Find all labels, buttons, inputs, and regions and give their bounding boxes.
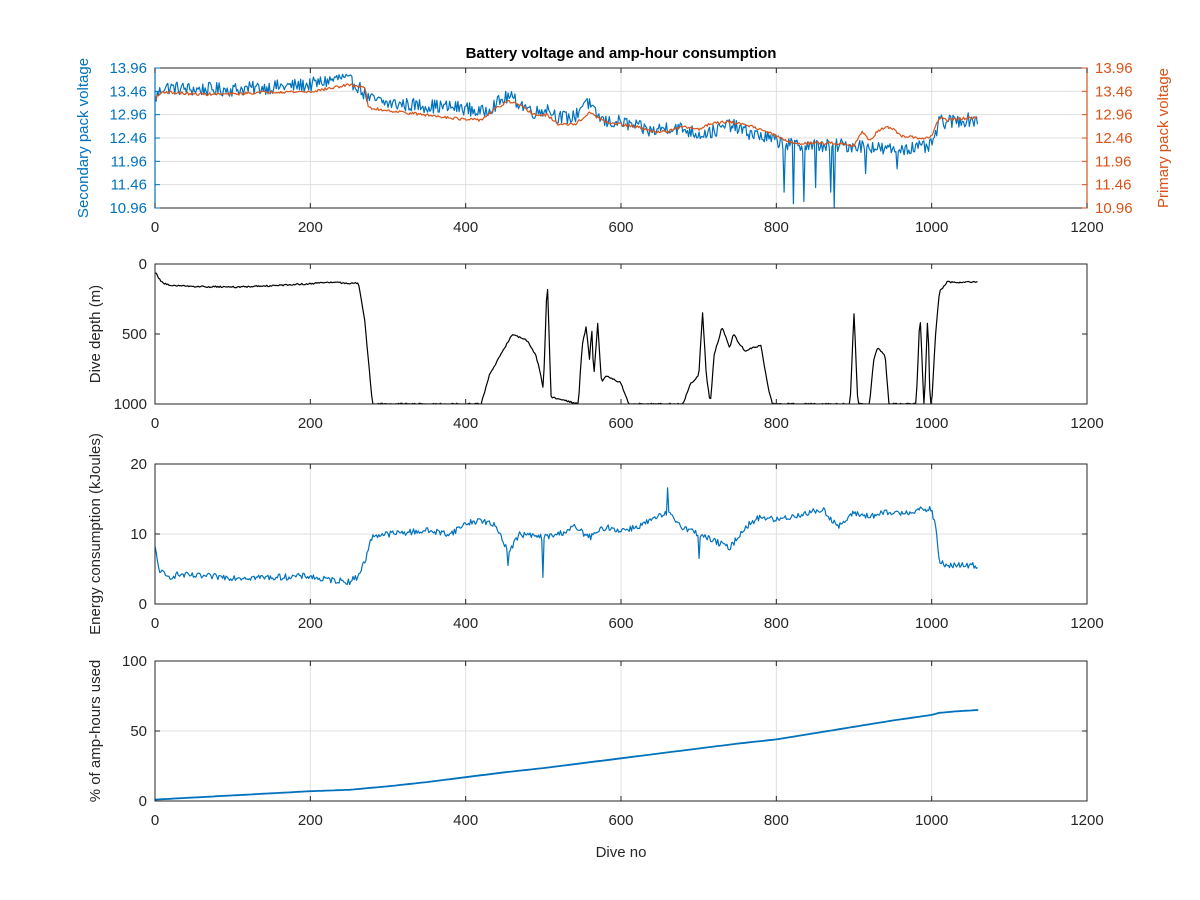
voltage-panel: 0 200 400 600 800 1000 1200 10.96 10.96 11.46 11.4… — [75, 45, 1172, 236]
y-tick-label: 0 — [139, 596, 147, 613]
x-tick-label: 600 — [608, 615, 633, 632]
y-tick-label: 10.96 — [109, 200, 147, 217]
depth-axes: 0 200 400 600 800 1000 1200 0 500 1000 — [114, 256, 1104, 432]
x-tick-label: 1200 — [1070, 219, 1103, 236]
y-tick-label: 0 — [139, 256, 147, 273]
x-tick-label: 1000 — [915, 219, 948, 236]
amphours-panel: 0 200 400 600 800 1000 1200 0 50 100 % of amp-hou… — [87, 653, 1104, 861]
y-tick-label: 50 — [130, 723, 147, 740]
x-tick-label: 1000 — [915, 812, 948, 829]
depth-plot-area — [155, 272, 978, 404]
amphours-axes: 0 200 400 600 800 1000 1200 0 50 100 — [122, 653, 1104, 829]
y-tick-label: 11.46 — [111, 177, 147, 194]
y-tick-label: 11.96 — [111, 153, 147, 170]
dive-depth-axis-label: Dive depth (m) — [87, 285, 104, 383]
y-tick-label: 1000 — [114, 396, 147, 413]
voltage-axes: 0 200 400 600 800 1000 1200 10.96 10.96 11.46 11.4… — [109, 60, 1132, 236]
x-tick-label: 800 — [764, 219, 789, 236]
x-tick-label: 400 — [453, 415, 478, 432]
energy-axis-label: Energy consumption (kJoules) — [87, 433, 104, 635]
x-tick-label: 0 — [151, 219, 159, 236]
voltage-chart-title: Battery voltage and amp-hour consumption — [466, 45, 777, 62]
depth-panel: 0 200 400 600 800 1000 1200 0 500 1000 Dive depth… — [87, 256, 1104, 432]
x-tick-label: 800 — [764, 415, 789, 432]
amphours-series-line — [155, 709, 979, 801]
x-tick-label: 600 — [608, 812, 633, 829]
y-tick-label-right: 11.46 — [1095, 177, 1131, 194]
dive-number-axis-label: Dive no — [596, 844, 647, 861]
x-tick-label: 1200 — [1070, 812, 1103, 829]
x-tick-label: 800 — [764, 812, 789, 829]
x-tick-label: 600 — [608, 219, 633, 236]
x-tick-label: 1000 — [915, 415, 948, 432]
amphours-axis-label: % of amp-hours used — [87, 660, 104, 803]
amphours-plot-area — [155, 709, 979, 801]
y-tick-label-right: 10.96 — [1095, 200, 1133, 217]
y-tick-label: 0 — [139, 793, 147, 810]
y-tick-label: 13.96 — [109, 60, 147, 77]
y-tick-label: 12.96 — [109, 107, 147, 124]
x-tick-label: 1200 — [1070, 615, 1103, 632]
y-tick-label: 10 — [130, 526, 147, 543]
primary-series-line — [155, 83, 978, 148]
y-tick-label: 100 — [122, 653, 147, 670]
x-tick-label: 400 — [453, 615, 478, 632]
voltage-plot-area — [155, 73, 979, 208]
y-tick-label-right: 13.46 — [1095, 83, 1133, 100]
y-tick-label: 13.46 — [109, 83, 147, 100]
x-tick-label: 800 — [764, 615, 789, 632]
y-tick-label-right: 12.46 — [1095, 130, 1133, 147]
x-tick-label: 400 — [453, 812, 478, 829]
x-tick-label: 0 — [151, 812, 159, 829]
x-tick-label: 200 — [298, 812, 323, 829]
y-tick-label-right: 11.96 — [1095, 153, 1131, 170]
x-tick-label: 600 — [608, 415, 633, 432]
y-tick-label-right: 12.96 — [1095, 107, 1133, 124]
x-tick-label: 0 — [151, 615, 159, 632]
x-tick-label: 400 — [453, 219, 478, 236]
energy-plot-area — [155, 487, 978, 586]
x-tick-label: 200 — [298, 219, 323, 236]
primary-voltage-axis-label: Primary pack voltage — [1155, 68, 1172, 208]
x-tick-label: 1200 — [1070, 415, 1103, 432]
energy-panel: 0 200 400 600 800 1000 1200 0 10 20 Energy consum… — [87, 433, 1104, 635]
x-tick-label: 1000 — [915, 615, 948, 632]
x-tick-label: 0 — [151, 415, 159, 432]
energy-series-line — [155, 487, 978, 586]
x-tick-label: 200 — [298, 415, 323, 432]
y-tick-label: 500 — [122, 326, 147, 343]
energy-axes: 0 200 400 600 800 1000 1200 0 10 20 — [130, 456, 1103, 632]
secondary-voltage-axis-label: Secondary pack voltage — [75, 58, 92, 218]
x-tick-label: 200 — [298, 615, 323, 632]
y-tick-label: 12.46 — [109, 130, 147, 147]
y-tick-label: 20 — [130, 456, 147, 473]
depth-series-line — [155, 272, 978, 404]
y-tick-label-right: 13.96 — [1095, 60, 1133, 77]
